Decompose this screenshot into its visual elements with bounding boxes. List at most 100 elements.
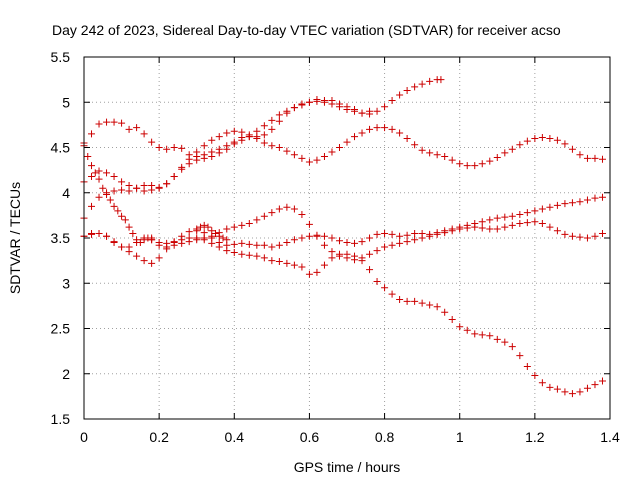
data-point bbox=[508, 145, 516, 153]
data-point bbox=[493, 214, 501, 222]
data-point bbox=[114, 207, 122, 215]
data-point bbox=[99, 184, 107, 192]
chart-title: Day 242 of 2023, Sidereal Day-to-day VTE… bbox=[52, 22, 561, 38]
data-point bbox=[283, 147, 291, 155]
data-point bbox=[212, 229, 219, 237]
data-point bbox=[178, 165, 186, 173]
data-point bbox=[411, 83, 419, 91]
data-point bbox=[148, 259, 156, 267]
data-point bbox=[185, 234, 193, 242]
data-point bbox=[133, 236, 141, 244]
data-point bbox=[388, 96, 396, 104]
data-point bbox=[88, 130, 96, 138]
data-point bbox=[84, 153, 92, 161]
data-point bbox=[598, 155, 606, 163]
data-point bbox=[230, 248, 238, 256]
data-point bbox=[403, 86, 411, 94]
data-point bbox=[103, 118, 111, 126]
data-point bbox=[95, 175, 103, 183]
data-point bbox=[448, 227, 456, 235]
data-point bbox=[283, 239, 291, 247]
data-point bbox=[260, 139, 268, 147]
data-point bbox=[493, 153, 501, 161]
data-point bbox=[298, 234, 306, 242]
data-point bbox=[320, 232, 328, 240]
data-point bbox=[396, 232, 404, 240]
data-point bbox=[320, 261, 328, 269]
data-point bbox=[95, 193, 103, 201]
x-tick-label: 1 bbox=[456, 429, 464, 445]
data-point bbox=[366, 234, 374, 242]
data-point bbox=[110, 202, 118, 210]
data-point bbox=[223, 129, 231, 137]
y-tick-label: 1.5 bbox=[51, 411, 71, 427]
data-point bbox=[88, 202, 96, 210]
data-point bbox=[531, 218, 539, 226]
data-point bbox=[155, 239, 163, 247]
data-point bbox=[125, 223, 133, 231]
data-point bbox=[95, 229, 103, 237]
data-point bbox=[501, 213, 509, 221]
data-point bbox=[411, 297, 419, 305]
data-point bbox=[253, 252, 261, 260]
data-point bbox=[568, 232, 576, 240]
data-point bbox=[493, 335, 501, 343]
data-point bbox=[463, 162, 471, 170]
y-tick-label: 2.5 bbox=[51, 321, 71, 337]
data-point bbox=[133, 124, 141, 132]
data-point bbox=[561, 388, 569, 396]
data-point bbox=[598, 377, 606, 385]
data-point bbox=[121, 216, 129, 224]
data-point bbox=[245, 220, 253, 228]
data-point bbox=[328, 248, 336, 256]
data-point bbox=[343, 105, 351, 113]
data-point bbox=[456, 323, 464, 331]
data-point bbox=[193, 234, 201, 242]
data-point bbox=[106, 196, 114, 204]
data-point bbox=[118, 178, 126, 186]
data-points bbox=[80, 76, 606, 398]
data-point bbox=[200, 221, 208, 229]
data-point bbox=[275, 144, 283, 151]
data-point bbox=[268, 116, 276, 124]
data-point bbox=[591, 232, 599, 240]
series-sat-g bbox=[80, 139, 231, 247]
data-point bbox=[298, 154, 306, 162]
data-point bbox=[478, 218, 486, 226]
data-point bbox=[351, 239, 359, 247]
data-point bbox=[426, 301, 434, 309]
data-point bbox=[381, 229, 389, 237]
data-point bbox=[561, 200, 569, 208]
data-point bbox=[373, 230, 381, 238]
data-point bbox=[219, 234, 227, 242]
data-point bbox=[298, 101, 306, 109]
data-point bbox=[223, 225, 231, 233]
data-point bbox=[328, 100, 336, 108]
data-point bbox=[215, 149, 223, 157]
data-point bbox=[88, 162, 96, 170]
data-point bbox=[140, 236, 148, 244]
series-sat-a bbox=[80, 76, 445, 161]
data-point bbox=[568, 390, 576, 398]
data-point bbox=[320, 98, 328, 106]
y-axis-label: SDTVAR / TECUs bbox=[7, 182, 23, 294]
y-tick-label: 2 bbox=[62, 366, 70, 382]
data-point bbox=[178, 236, 186, 244]
data-point bbox=[366, 266, 374, 274]
data-point bbox=[290, 151, 298, 159]
data-point bbox=[200, 142, 208, 150]
data-point bbox=[516, 352, 524, 360]
data-point bbox=[373, 107, 381, 115]
data-point bbox=[238, 128, 246, 136]
data-point bbox=[373, 124, 381, 132]
data-point bbox=[456, 225, 464, 233]
data-point bbox=[388, 125, 396, 133]
data-point bbox=[88, 172, 96, 180]
data-point bbox=[418, 80, 426, 88]
data-point bbox=[275, 111, 283, 119]
y-tick-label: 3 bbox=[62, 275, 70, 291]
data-point bbox=[441, 153, 449, 161]
data-point bbox=[110, 238, 118, 246]
data-point bbox=[155, 254, 163, 262]
data-point bbox=[200, 154, 208, 162]
